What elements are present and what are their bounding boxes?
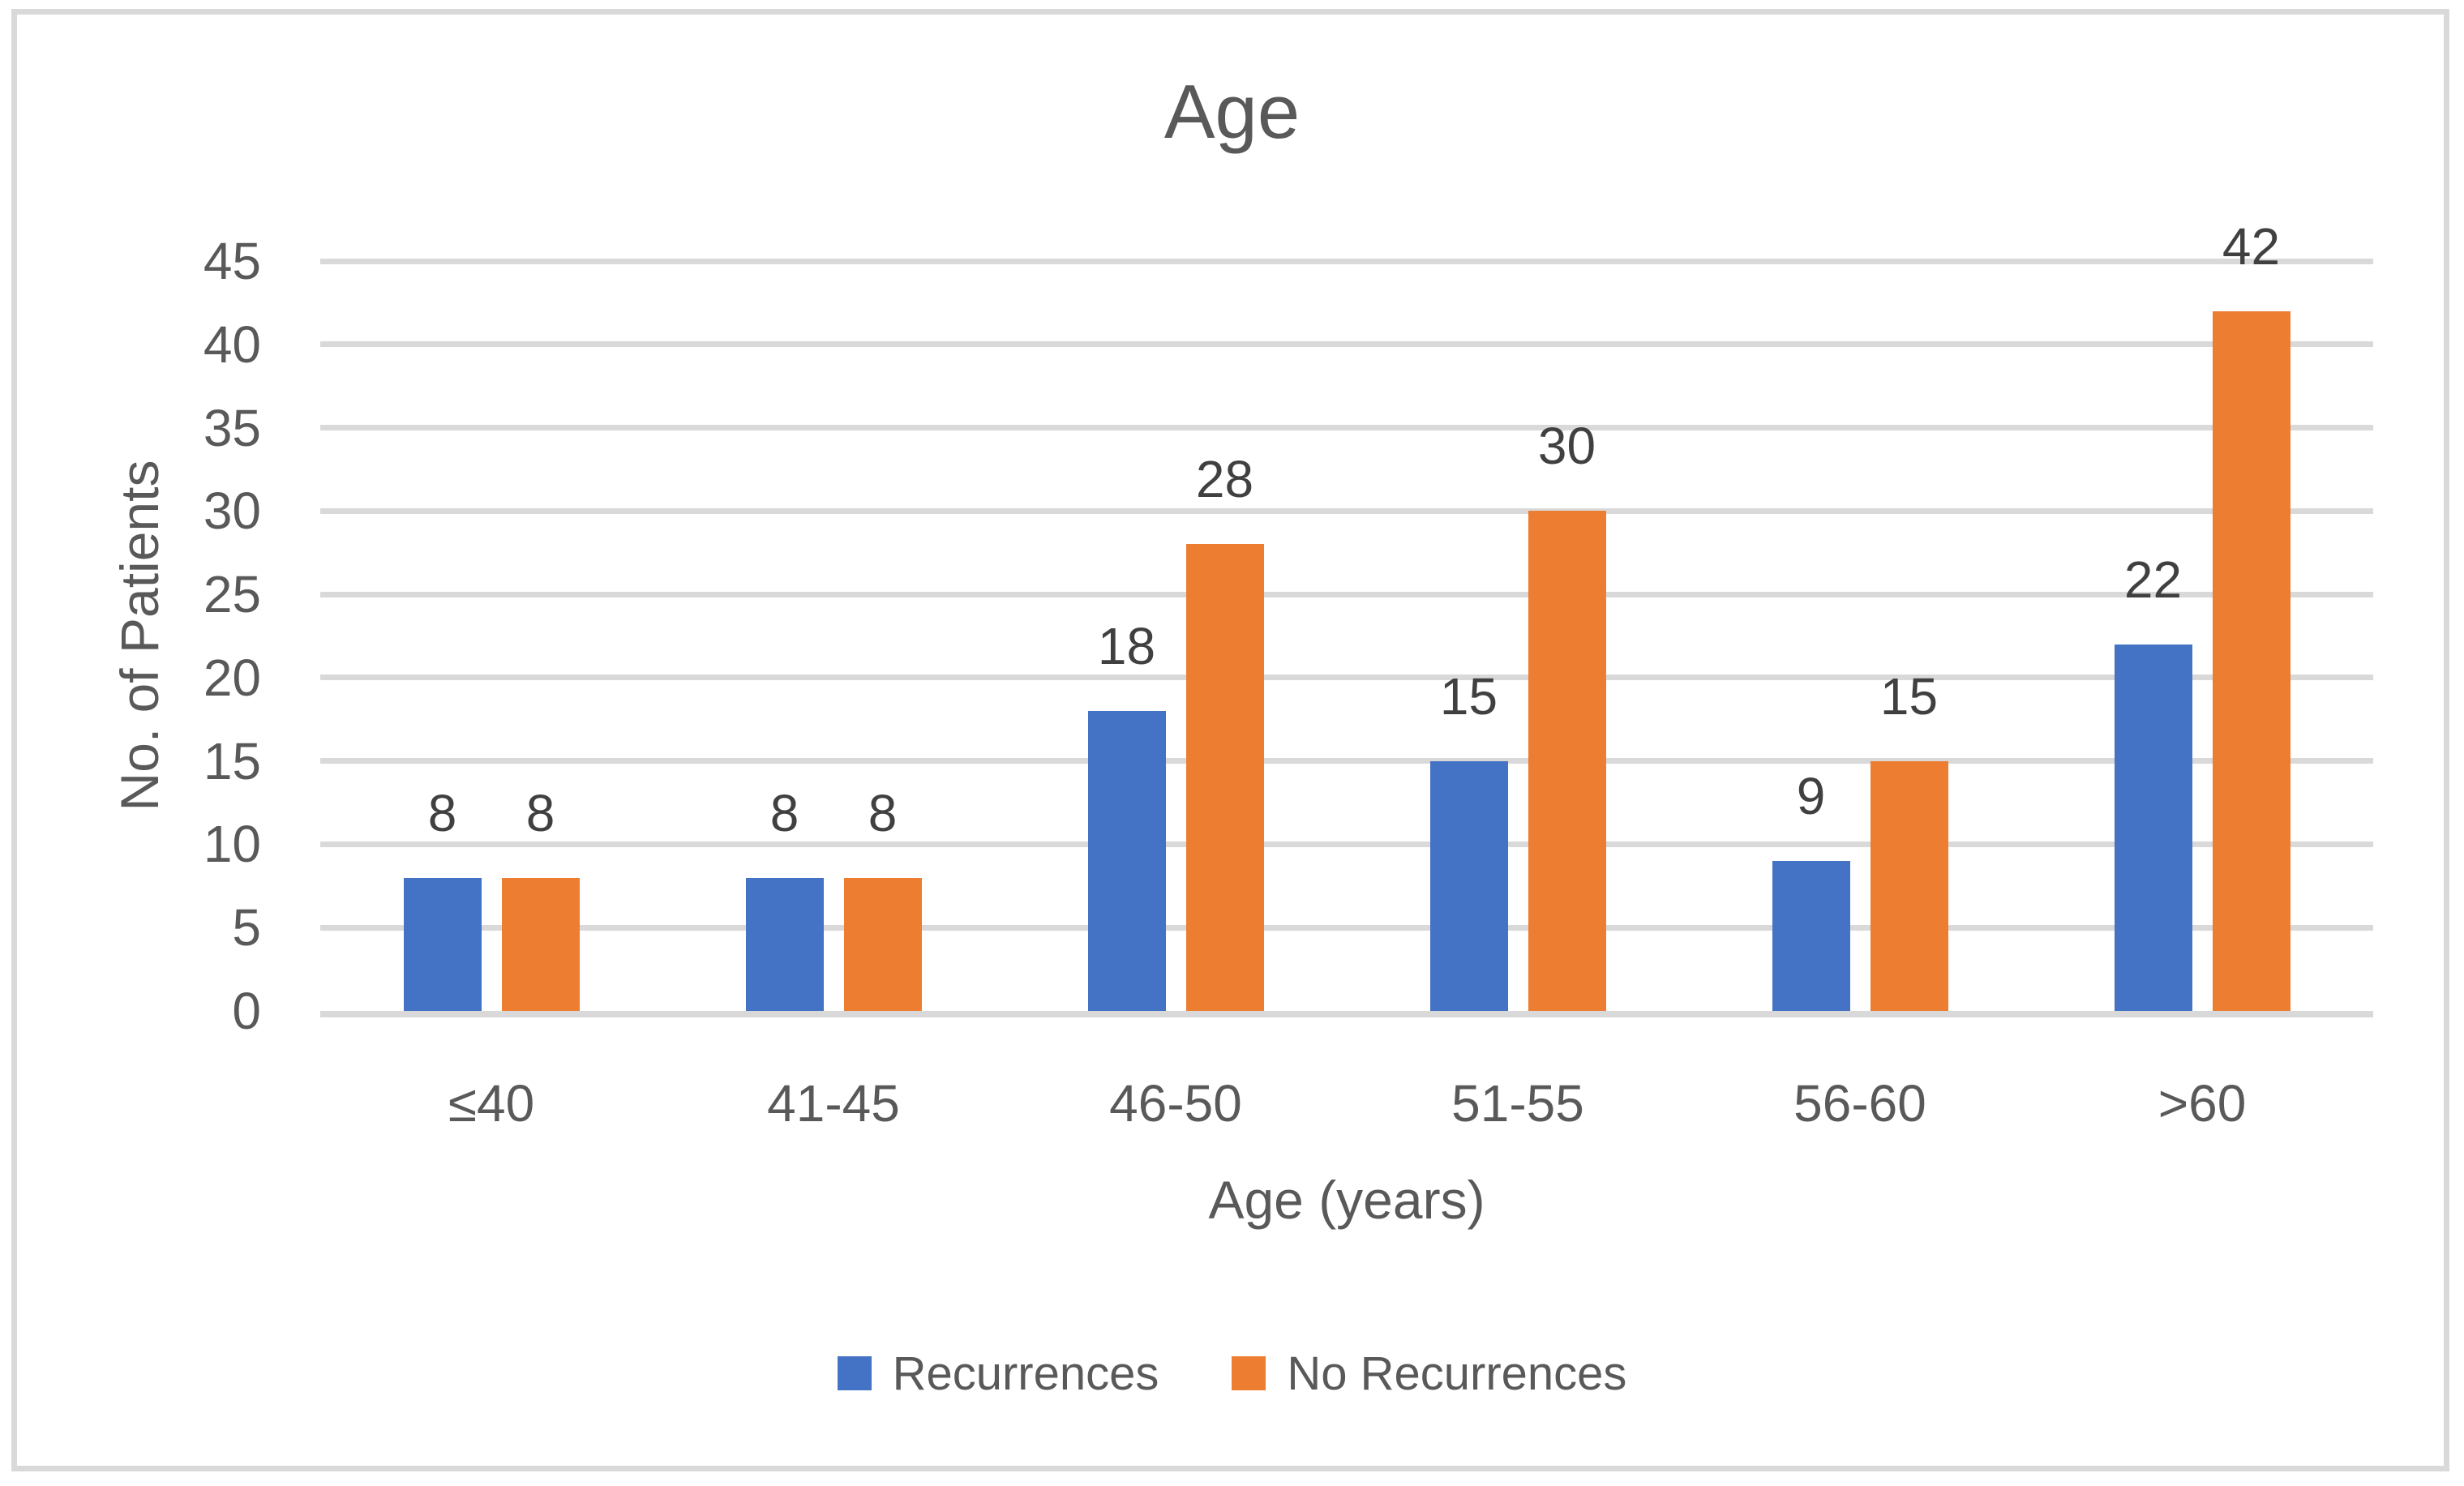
bar-recurrences (2114, 644, 2192, 1011)
bar-group: 15 30 (1347, 261, 1689, 1011)
bar-value-label: 15 (1879, 666, 1939, 726)
bar-no-recurrences (1870, 760, 1948, 1011)
bar-value-label: 8 (525, 783, 555, 842)
gridline (320, 341, 2373, 348)
bar-group: 9 15 (1689, 261, 2031, 1011)
bar-no-recurrences (501, 877, 580, 1011)
gridline (320, 674, 2373, 681)
gridline (320, 425, 2373, 431)
bar-no-recurrences (843, 877, 922, 1011)
bar-recurrences (1087, 711, 1166, 1011)
bar-no-recurrences (2212, 310, 2290, 1011)
x-category-label: 41-45 (767, 1074, 900, 1133)
x-axis-title: Age (years) (1208, 1170, 1485, 1230)
bar-value-label: 22 (2123, 550, 2183, 609)
bar-group: 22 42 (2031, 221, 2373, 1011)
plot-area: 8 8 8 8 18 28 15 30 9 15 22 42 (320, 221, 2373, 1017)
gridline (320, 591, 2373, 597)
y-axis-tick-label: 35 (203, 398, 261, 457)
gridline (320, 758, 2373, 764)
bar-value-label: 28 (1195, 450, 1254, 509)
bar-value-label: 8 (868, 783, 898, 842)
gridline (320, 507, 2373, 514)
y-axis-tick-label: 15 (203, 731, 261, 790)
x-axis-line (320, 1011, 2373, 1017)
bar-recurrences (1429, 760, 1508, 1011)
y-axis-tick-label: 10 (203, 815, 261, 874)
y-axis-tick-label: 40 (203, 315, 261, 374)
legend-label: No Recurrences (1287, 1347, 1627, 1400)
gridline (320, 258, 2373, 264)
y-axis-tick-label: 20 (203, 648, 261, 707)
chart-border (11, 9, 2449, 1471)
bar-value-label: 8 (769, 783, 799, 842)
bar-value-label: 8 (427, 783, 457, 842)
legend: Recurrences No Recurrences (0, 1336, 2464, 1411)
x-axis-category-labels: ≤40 41-45 46-50 51-55 56-60 >60 (320, 1075, 2373, 1140)
bar-recurrences (403, 877, 482, 1011)
bar-value-label: 15 (1439, 666, 1498, 726)
y-axis-tick-label: 45 (203, 232, 261, 290)
y-axis-tick-label: 0 (232, 982, 261, 1040)
bar-value-label: 9 (1796, 767, 1826, 825)
bar-no-recurrences (1528, 511, 1606, 1011)
y-axis-tick-labels: 0 5 10 15 20 25 30 35 40 45 (81, 235, 261, 1037)
legend-marker-icon (1232, 1356, 1266, 1390)
bar-value-label: 30 (1537, 417, 1596, 476)
legend-item-recurrences: Recurrences (837, 1347, 1159, 1401)
legend-label: Recurrences (892, 1347, 1159, 1400)
x-category-label: >60 (2158, 1074, 2247, 1133)
bar-recurrences (745, 877, 824, 1011)
x-category-label: 46-50 (1109, 1074, 1242, 1133)
chart-title: Age (1163, 69, 1301, 154)
bar-group: 18 28 (1005, 261, 1347, 1011)
y-axis-tick-label: 25 (203, 565, 261, 624)
bar-value-label: 18 (1097, 617, 1156, 675)
bar-no-recurrences (1185, 544, 1264, 1011)
legend-marker-icon (837, 1356, 872, 1390)
y-axis-tick-label: 30 (203, 482, 261, 541)
gridline (320, 924, 2373, 931)
x-category-label: ≤40 (448, 1074, 535, 1133)
bar-value-label: 42 (2222, 216, 2281, 276)
bar-recurrences (1772, 861, 1850, 1011)
gridline (320, 841, 2373, 847)
x-category-label: 51-55 (1451, 1074, 1584, 1133)
legend-item-no-recurrences: No Recurrences (1232, 1347, 1626, 1401)
x-category-label: 56-60 (1793, 1074, 1926, 1133)
y-axis-tick-label: 5 (232, 898, 261, 957)
